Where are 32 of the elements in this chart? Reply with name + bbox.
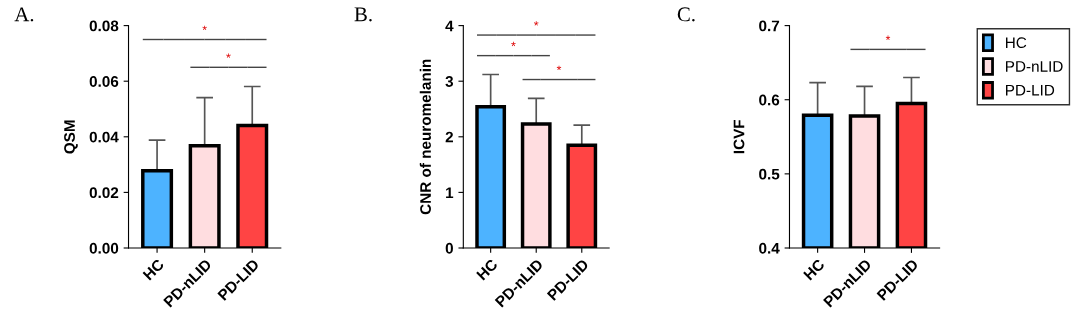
y-tick-label: 0.02 [89, 187, 119, 199]
y-tick-label: 2 [445, 131, 453, 143]
annotation: * [202, 25, 207, 31]
y-tick-label: 4 [445, 20, 454, 32]
legend-label: PD-nLID [1006, 61, 1063, 72]
y-tick-label: 1 [446, 187, 454, 198]
y-axis-title: ICVF [733, 119, 745, 154]
text: * [533, 21, 539, 26]
annotation: * [885, 35, 891, 40]
legend-label: HC [1006, 37, 1027, 49]
chart-title: B. [354, 7, 372, 22]
annotation: * [226, 53, 231, 58]
chart-title: C. [677, 7, 695, 22]
y-tick-label: 0.6 [759, 94, 780, 106]
annotation: * [556, 65, 562, 71]
y-tick-label: 3 [445, 76, 454, 87]
legend-label: PD-LID [1006, 84, 1055, 96]
y-tick-label: 0 [445, 242, 453, 254]
y-tick-label: 0.04 [89, 131, 119, 143]
y-tick-label: 0.06 [89, 76, 119, 87]
y-tick-label: 0.4 [759, 242, 780, 254]
chart-title: A. [14, 7, 34, 22]
y-axis-title: CNR of neuromelanin [419, 59, 431, 215]
y-tick-label: 0.5 [759, 168, 780, 180]
y-tick-label: 0.7 [759, 20, 780, 32]
annotation: * [511, 41, 516, 47]
y-tick-label: 0.00 [89, 242, 119, 254]
x-tick-label: HC [803, 258, 826, 281]
x-tick-label: HC [142, 258, 165, 281]
y-tick-label: 0.08 [89, 20, 119, 32]
x-tick-label: HC [476, 258, 499, 281]
y-axis-title: QSM [64, 120, 78, 154]
